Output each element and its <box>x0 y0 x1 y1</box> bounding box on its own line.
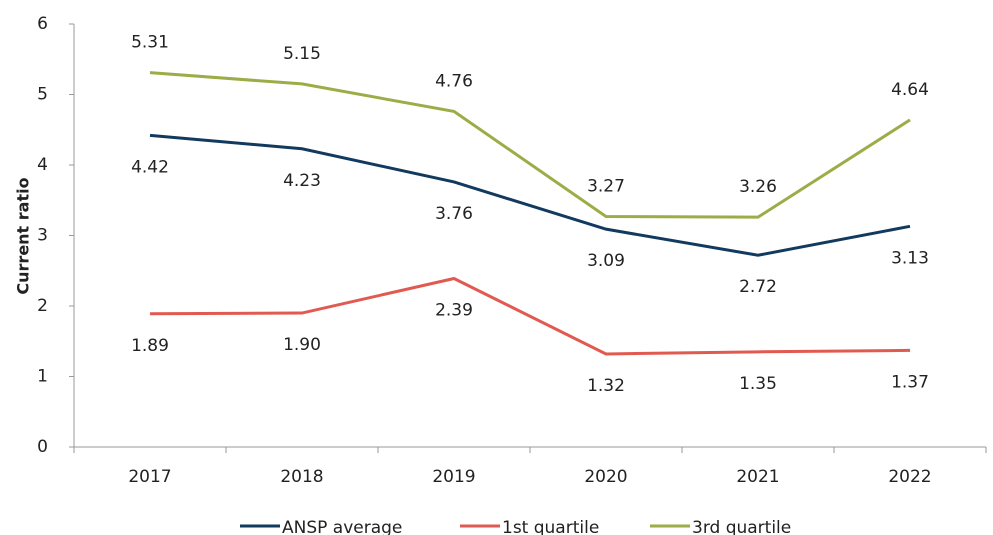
data-label: 4.76 <box>435 71 473 91</box>
x-tick-label: 2021 <box>736 467 779 487</box>
y-axis-label: Current ratio <box>14 177 33 294</box>
data-label: 1.89 <box>131 336 169 356</box>
x-tick-label: 2018 <box>280 467 323 487</box>
y-tick-label: 6 <box>37 14 48 34</box>
data-label: 5.31 <box>131 33 169 53</box>
legend-label: ANSP average <box>282 518 402 535</box>
legend-label: 1st quartile <box>502 518 599 535</box>
data-label: 4.64 <box>891 80 929 100</box>
y-tick-label: 4 <box>37 155 48 175</box>
series-line <box>149 71 911 219</box>
data-label: 3.26 <box>739 177 777 197</box>
data-label: 1.35 <box>739 374 777 394</box>
x-tick-label: 2020 <box>584 467 627 487</box>
y-tick-label: 0 <box>37 437 48 457</box>
data-label: 3.27 <box>587 176 625 196</box>
data-label: 2.72 <box>739 277 777 297</box>
y-tick-label: 1 <box>37 367 48 387</box>
data-label: 4.42 <box>131 157 169 177</box>
data-label: 4.23 <box>283 171 321 191</box>
series-line <box>149 276 911 356</box>
data-label: 3.09 <box>587 251 625 271</box>
legend-label: 3rd quartile <box>692 518 791 535</box>
data-label: 1.37 <box>891 372 929 392</box>
data-label: 3.13 <box>891 248 929 268</box>
x-tick-label: 2019 <box>432 467 475 487</box>
x-tick-label: 2022 <box>888 467 931 487</box>
x-tick-label: 2017 <box>128 467 171 487</box>
y-tick-label: 2 <box>37 296 48 316</box>
data-label: 3.76 <box>435 204 473 224</box>
data-label: 1.32 <box>587 376 625 396</box>
y-tick-label: 5 <box>37 85 48 105</box>
y-tick-label: 3 <box>37 226 48 246</box>
series-line <box>149 133 911 257</box>
data-label: 5.15 <box>283 44 321 64</box>
data-label: 1.90 <box>283 335 321 355</box>
data-label: 2.39 <box>435 301 473 321</box>
